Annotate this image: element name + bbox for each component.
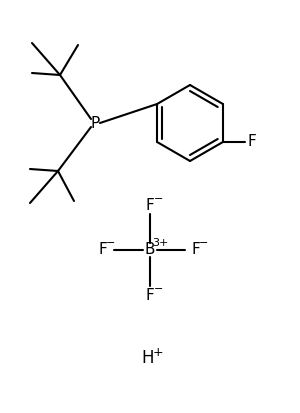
Text: 3+: 3+ (152, 238, 168, 248)
Text: F: F (146, 287, 154, 302)
Text: F: F (192, 242, 200, 257)
Text: B: B (145, 242, 155, 257)
Text: −: − (106, 238, 116, 248)
Text: F: F (146, 197, 154, 213)
Text: P: P (90, 116, 100, 131)
Text: H: H (142, 349, 154, 367)
Text: F: F (99, 242, 107, 257)
Text: F: F (248, 135, 256, 150)
Text: −: − (154, 284, 164, 294)
Text: +: + (153, 346, 163, 358)
Text: −: − (154, 194, 164, 204)
Text: −: − (199, 238, 209, 248)
